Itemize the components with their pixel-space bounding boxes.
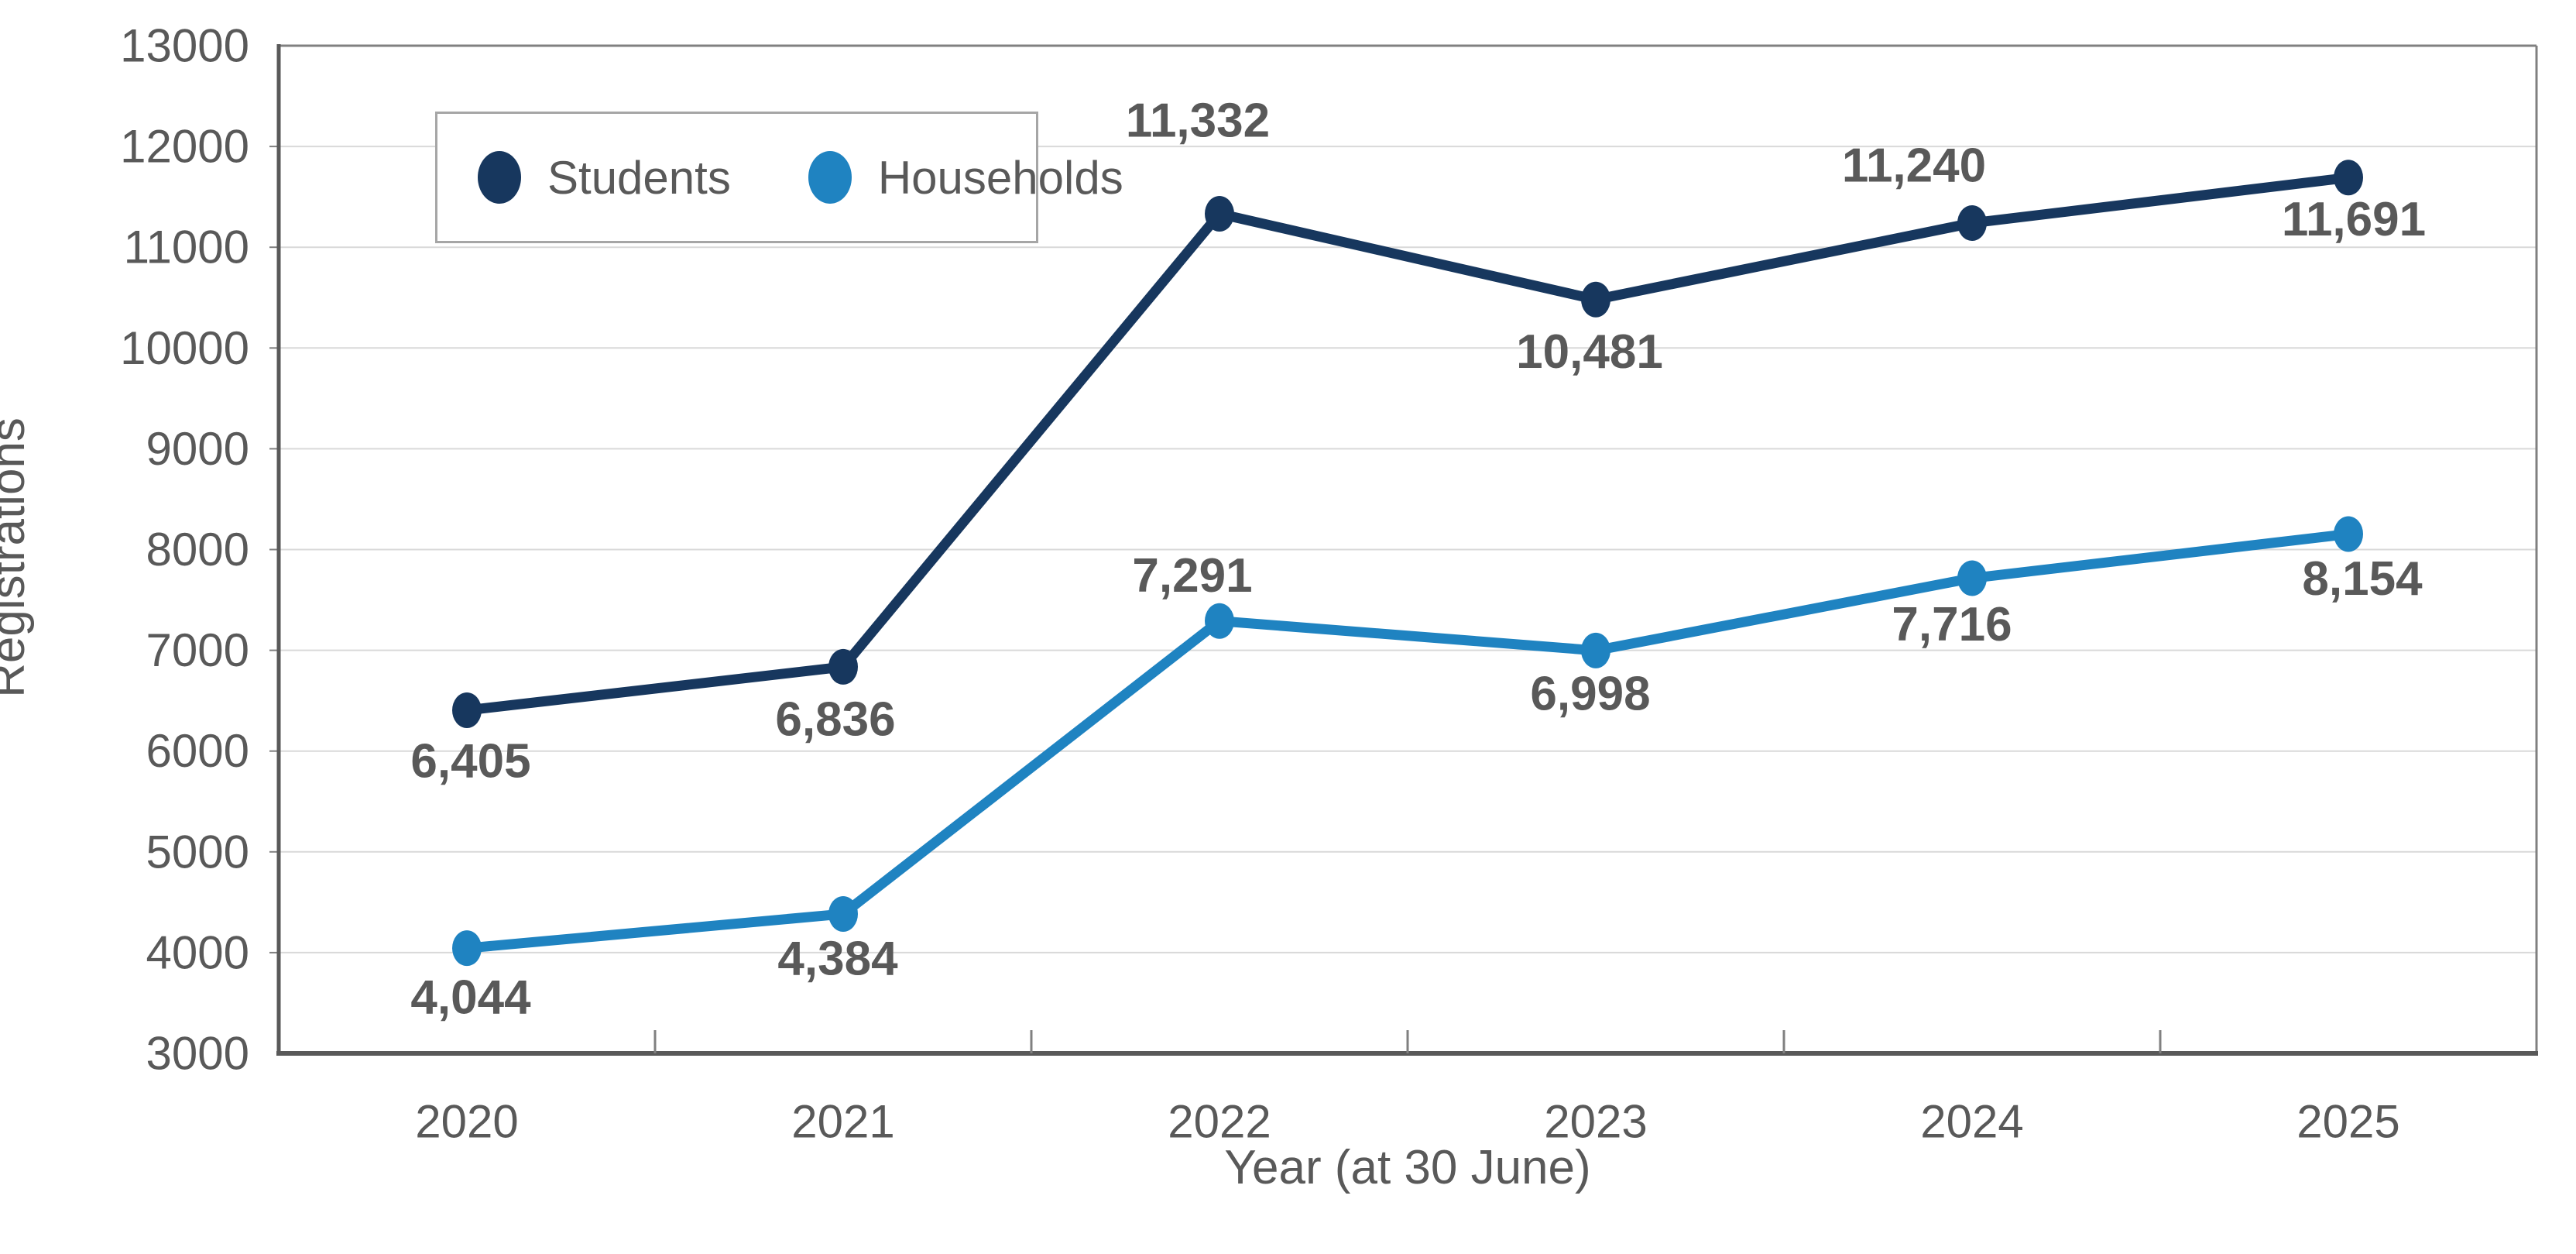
data-label: 11,240 bbox=[1842, 139, 1986, 192]
legend-item-students: Students bbox=[478, 151, 731, 204]
y-tick-label: 5000 bbox=[146, 826, 249, 878]
data-label: 11,332 bbox=[1126, 94, 1270, 148]
y-tick-label: 7000 bbox=[146, 624, 249, 676]
y-tick-label: 13000 bbox=[120, 20, 249, 72]
data-label: 11,691 bbox=[2282, 193, 2426, 246]
y-tick-label: 8000 bbox=[146, 524, 249, 575]
y-tick-label: 6000 bbox=[146, 725, 249, 777]
y-tick-label: 4000 bbox=[146, 926, 249, 978]
data-label: 10,481 bbox=[1516, 325, 1663, 379]
data-label: 6,405 bbox=[410, 735, 530, 788]
students-point bbox=[2334, 160, 2363, 196]
x-tick-label: 2020 bbox=[415, 1096, 518, 1148]
students-line bbox=[461, 172, 2354, 716]
households-point bbox=[1957, 560, 1987, 596]
x-axis-title-text: Year (at 30 June) bbox=[1224, 1141, 1591, 1194]
students-point bbox=[452, 692, 482, 729]
data-label: 6,836 bbox=[775, 692, 895, 746]
legend-label-students: Students bbox=[547, 151, 731, 204]
data-label: 7,716 bbox=[1892, 598, 2012, 651]
x-tick-label: 2022 bbox=[1168, 1096, 1271, 1148]
x-tick-label: 2025 bbox=[2296, 1096, 2399, 1148]
y-axis-title-text: Registrations bbox=[0, 417, 35, 698]
households-point bbox=[828, 895, 858, 932]
households-series-marker-icon bbox=[808, 151, 852, 204]
households-point bbox=[1205, 603, 1234, 639]
x-tick-label: 2021 bbox=[791, 1096, 894, 1148]
y-tick-label: 9000 bbox=[146, 423, 249, 475]
students-point bbox=[828, 648, 858, 685]
y-tick-label: 3000 bbox=[146, 1028, 249, 1080]
students-point bbox=[1581, 281, 1610, 318]
y-tick-label: 11000 bbox=[124, 222, 249, 273]
households-point bbox=[1581, 632, 1610, 668]
y-tick-label: 10000 bbox=[120, 322, 249, 374]
legend: Students Households bbox=[435, 112, 1123, 243]
students-point bbox=[1957, 204, 1987, 241]
data-label: 7,291 bbox=[1132, 549, 1252, 603]
students-series-marker-icon bbox=[478, 151, 521, 204]
legend-label-households: Households bbox=[877, 151, 1123, 204]
households-line bbox=[461, 528, 2354, 953]
y-tick-label: 12000 bbox=[120, 121, 249, 173]
data-label: 6,998 bbox=[1530, 667, 1650, 720]
x-axis-title: Year (at 30 June) bbox=[279, 1140, 2537, 1195]
x-tick-label: 2024 bbox=[1920, 1096, 2023, 1148]
x-tick-label: 2023 bbox=[1544, 1096, 1647, 1148]
legend-item-households: Households bbox=[808, 151, 1123, 204]
households-point bbox=[452, 930, 482, 967]
data-label: 4,384 bbox=[777, 932, 898, 985]
data-label: 8,154 bbox=[2302, 552, 2423, 606]
households-point bbox=[2334, 516, 2363, 552]
data-label: 4,044 bbox=[410, 971, 531, 1025]
students-point bbox=[1205, 196, 1234, 232]
